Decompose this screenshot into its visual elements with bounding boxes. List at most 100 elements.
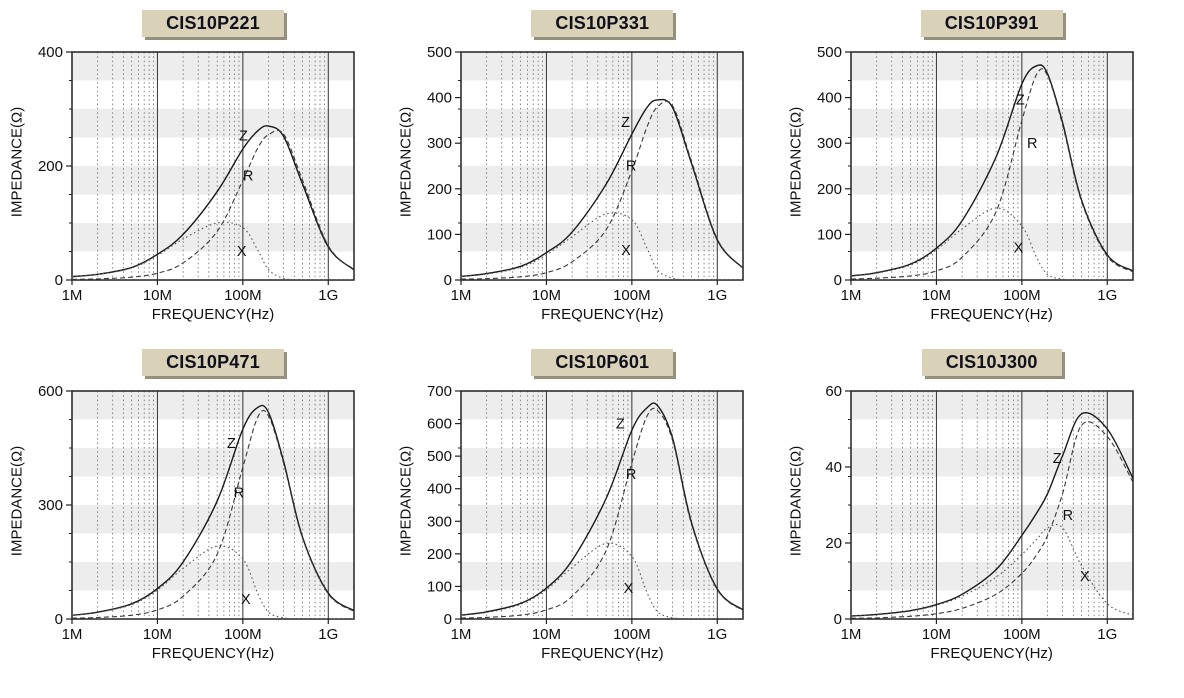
grid-stripe	[850, 448, 1133, 477]
y-tick-label: 100	[427, 226, 452, 243]
curve-label-x: X	[1080, 569, 1090, 585]
grid-stripe	[72, 166, 354, 195]
chart-cell-cis10p601: CIS10P601 IMPEDANCE(Ω) 0 100 200 300 400 500 600…	[395, 349, 784, 662]
curves-group	[461, 402, 744, 619]
chart-title-wrap: CIS10P601	[461, 349, 743, 376]
y-axis-label-text: IMPEDANCE(Ω)	[8, 106, 26, 218]
chart-title: CIS10P221	[142, 10, 284, 37]
x-tick-label: 1G	[708, 626, 728, 643]
y-tick-label: 0	[833, 611, 841, 628]
chart-title-wrap: CIS10P331	[461, 10, 743, 37]
y-axis-label-text: IMPEDANCE(Ω)	[397, 445, 415, 557]
plot-row: IMPEDANCE(Ω) 0 300 600 1M 10M 100M 1G Z R X FREQUEN…	[6, 383, 358, 662]
y-tick-label: 400	[427, 481, 452, 498]
x-tick-label: 100M	[1003, 626, 1041, 643]
curve-label-r: R	[234, 485, 244, 501]
y-tick-label: 300	[817, 135, 842, 152]
y-tick-label: 300	[427, 513, 452, 530]
x-tick-label: 1G	[708, 287, 728, 304]
y-tick-label: 0	[444, 611, 452, 628]
curve-z	[461, 402, 744, 616]
curve-label-r: R	[626, 467, 636, 483]
plot-row: IMPEDANCE(Ω) 0 100 200 300 400 500 1M 10M 100M 1G Z…	[785, 44, 1137, 323]
impedance-plot: 0 100 200 300 400 500 600 700 1M 10M 100M 1G Z R X	[427, 383, 745, 643]
curve-label-z: Z	[227, 436, 236, 452]
plot-column: 0 200 400 1M 10M 100M 1G Z R X FREQUENCY(Hz)	[28, 44, 358, 323]
grid-stripe	[72, 109, 354, 138]
curves-group	[72, 404, 354, 619]
x-tick-label: 1G	[1097, 626, 1117, 643]
grid-stripe	[850, 562, 1133, 591]
x-tick-label: 10M	[921, 626, 950, 643]
y-tick-label: 300	[427, 135, 452, 152]
grid-stripe	[72, 391, 354, 420]
plot-column: 0 100 200 300 400 500 1M 10M 100M 1G Z R X FREQUENCY(…	[807, 44, 1137, 323]
chart-title-wrap: CIS10P471	[72, 349, 354, 376]
grid-stripe	[850, 166, 1133, 195]
grid-stripe	[72, 562, 354, 591]
curves-group	[72, 125, 354, 280]
grid-stripe	[461, 391, 744, 420]
x-tick-label: 100M	[224, 626, 262, 643]
curve-r	[461, 407, 744, 619]
x-axis-label: FREQUENCY(Hz)	[930, 306, 1053, 323]
curve-z	[850, 412, 1133, 617]
y-tick-label: 400	[38, 44, 63, 61]
curve-label-z: Z	[1015, 92, 1024, 108]
x-tick-label: 10M	[532, 626, 561, 643]
x-tick-label: 1G	[1097, 287, 1117, 304]
impedance-plot: 0 300 600 1M 10M 100M 1G Z R X	[38, 383, 355, 643]
curve-label-x: X	[237, 244, 247, 260]
plot-column: 0 100 200 300 400 500 600 700 1M 10M 100M 1G Z R X FREQ…	[417, 383, 747, 662]
x-tick-label: 1M	[840, 626, 861, 643]
plot-column: 0 20 40 60 1M 10M 100M 1G Z R X FREQUENCY(Hz)	[807, 383, 1137, 662]
grid-stripe	[850, 52, 1133, 81]
impedance-plot: 0 100 200 300 400 500 1M 10M 100M 1G Z R X	[817, 44, 1134, 304]
y-axis-label-text: IMPEDANCE(Ω)	[787, 445, 805, 557]
curve-z	[461, 98, 744, 278]
curve-label-x: X	[622, 243, 632, 259]
plot-row: IMPEDANCE(Ω) 0 100 200 300 400 500 1M 10M 100M 1G Z…	[395, 44, 747, 323]
chart-cell-cis10j300: CIS10J300 IMPEDANCE(Ω) 0 20 40 60 1M 10M 100M 1G Z…	[785, 349, 1174, 662]
chart-title: CIS10J300	[921, 349, 1062, 376]
grid-stripe	[72, 448, 354, 477]
curve-label-r: R	[1062, 508, 1072, 524]
chart-title: CIS10P391	[920, 10, 1063, 37]
y-tick-label: 40	[825, 459, 842, 476]
curve-r	[72, 129, 354, 280]
y-tick-label: 200	[427, 181, 452, 198]
grid-stripe	[850, 505, 1133, 534]
curves-group	[850, 64, 1133, 280]
x-axis-label: FREQUENCY(Hz)	[151, 645, 275, 662]
x-tick-label: 10M	[532, 287, 561, 304]
y-tick-label: 500	[427, 448, 452, 465]
x-axis-label: FREQUENCY(Hz)	[151, 306, 275, 323]
chart-title: CIS10P471	[142, 349, 284, 376]
grid-stripe	[850, 109, 1133, 138]
y-axis-label-text: IMPEDANCE(Ω)	[397, 106, 415, 218]
x-tick-label: 10M	[921, 287, 950, 304]
grid-stripe	[72, 52, 354, 81]
y-tick-label: 0	[833, 272, 841, 289]
y-axis-label: IMPEDANCE(Ω)	[785, 383, 807, 647]
y-tick-label: 0	[55, 611, 63, 628]
y-axis-label: IMPEDANCE(Ω)	[6, 383, 28, 647]
curve-r	[72, 409, 354, 619]
x-tick-label: 100M	[613, 626, 651, 643]
plot-row: IMPEDANCE(Ω) 0 100 200 300 400 500 600 700 1M 10M 1…	[395, 383, 747, 662]
y-tick-label: 200	[427, 546, 452, 563]
curve-label-x: X	[624, 581, 634, 597]
y-tick-label: 600	[427, 416, 452, 433]
grid-stripe	[850, 391, 1133, 420]
chart-cell-cis10p221: CIS10P221 IMPEDANCE(Ω) 0 200 400 1M 10M 100M 1G Z…	[6, 10, 395, 323]
plot-row: IMPEDANCE(Ω) 0 200 400 1M 10M 100M 1G Z R X FREQUEN…	[6, 44, 358, 323]
y-tick-label: 0	[444, 272, 452, 289]
charts-grid: CIS10P221 IMPEDANCE(Ω) 0 200 400 1M 10M 100M 1G Z…	[6, 10, 1174, 662]
y-axis-label: IMPEDANCE(Ω)	[395, 44, 417, 308]
curve-label-z: Z	[616, 416, 625, 432]
curve-label-z: Z	[622, 115, 631, 131]
x-axis-label: FREQUENCY(Hz)	[541, 645, 664, 662]
x-tick-label: 1G	[318, 626, 338, 643]
curve-z	[72, 125, 354, 278]
curve-label-r: R	[1027, 136, 1037, 152]
